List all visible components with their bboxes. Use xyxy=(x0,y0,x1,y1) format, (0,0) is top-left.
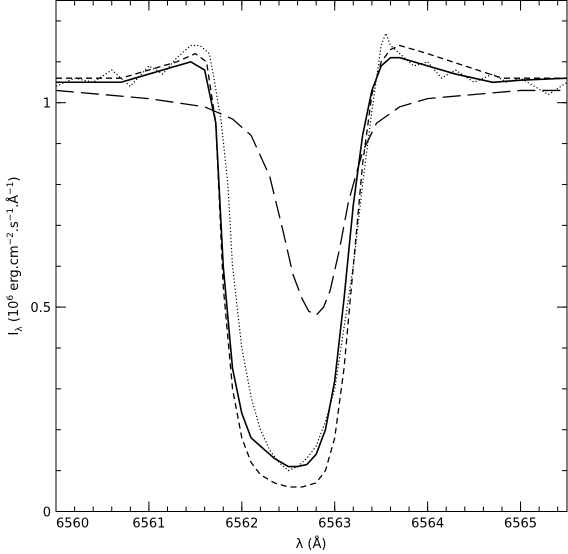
x-tick-label: 6562 xyxy=(225,517,258,532)
y-axis-label: Iλ (106 erg.cm−2.s−1.Å−1) xyxy=(6,177,25,336)
x-tick-label: 6560 xyxy=(56,517,89,532)
axis-tick-labels: 6560 6561 6562 6563 6564 6565 0 0.5 1 xyxy=(30,97,537,532)
series-line-dotted xyxy=(55,31,568,472)
y-tick-label: 0.5 xyxy=(30,301,51,316)
x-tick-label: 6565 xyxy=(504,517,537,532)
x-tick-label: 6561 xyxy=(132,517,165,532)
axis-ticks xyxy=(55,0,567,512)
series-line-solid xyxy=(56,56,568,468)
x-axis-label: λ (Å) xyxy=(296,536,327,552)
series-line-long-dashed xyxy=(55,89,567,317)
plot-series-group xyxy=(55,31,568,488)
x-tick-label: 6563 xyxy=(318,517,351,532)
x-tick-label: 6564 xyxy=(411,517,444,532)
series-line-dashed xyxy=(56,44,567,488)
y-tick-label: 1 xyxy=(43,97,51,112)
plot-frame xyxy=(55,0,568,512)
y-tick-label: 0 xyxy=(43,506,51,521)
